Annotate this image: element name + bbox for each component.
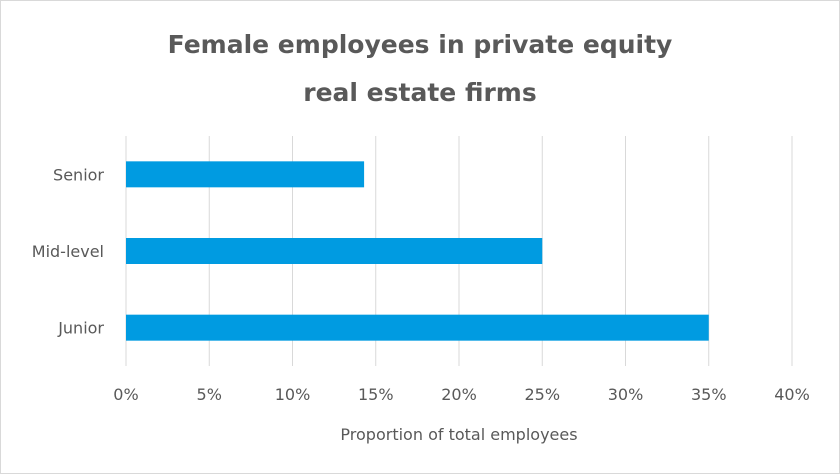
bar-mid-level (126, 238, 543, 264)
x-tick-label: 5% (197, 385, 222, 404)
x-tick-label: 0% (113, 385, 138, 404)
category-labels: Senior Mid-level Junior (32, 165, 105, 337)
chart-title-line-1: Female employees in private equity (167, 30, 673, 59)
x-tick-label: 40% (774, 385, 810, 404)
bars (126, 161, 709, 341)
x-tick-label: 20% (441, 385, 477, 404)
category-label: Mid-level (32, 242, 104, 261)
x-tick-labels: 0% 5% 10% 15% 20% 25% 30% 35% 40% (113, 385, 809, 404)
x-tick-label: 10% (275, 385, 311, 404)
category-label: Junior (57, 319, 104, 338)
x-tick-label: 15% (358, 385, 394, 404)
x-tick-label: 25% (524, 385, 560, 404)
bar-junior (126, 314, 709, 341)
bar-senior (126, 161, 365, 188)
x-tick-label: 35% (691, 385, 727, 404)
chart-title-line-2: real estate firms (303, 78, 537, 107)
x-axis-title: Proportion of total employees (340, 425, 577, 444)
category-label: Senior (53, 165, 104, 184)
x-tick-label: 30% (608, 385, 644, 404)
